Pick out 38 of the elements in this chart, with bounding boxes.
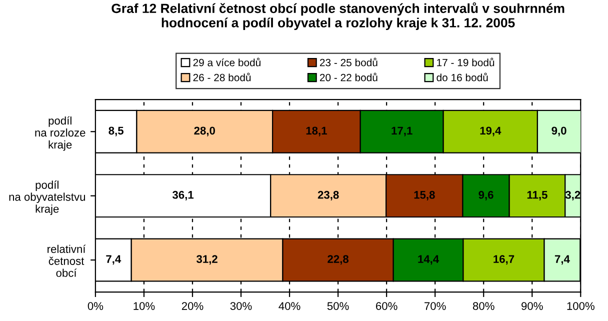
x-tick-label: 60%: [376, 302, 398, 310]
x-tick-label: 10%: [134, 302, 155, 310]
y-tick-label: podíl na rozloze kraje: [35, 116, 86, 151]
data-label: 16,7: [494, 255, 514, 265]
x-tick-label: 50%: [327, 302, 349, 310]
legend-label: 17 - 19 bodů: [437, 58, 494, 66]
data-label: 9,6: [478, 190, 494, 200]
x-tick-label: 90%: [522, 302, 543, 310]
data-label: 36,1: [172, 190, 194, 200]
x-tick-label: 80%: [472, 302, 494, 310]
data-label: 14,4: [418, 255, 440, 265]
data-label: 18,1: [306, 126, 327, 136]
chart-title: Graf 12 Relativní četnost obcí podle stanovených intervalů v souhrnném hodnocení a podíl obyvatel a rozlohy kraje k 31. 12. 2005: [112, 2, 564, 30]
data-label: 31,2: [196, 255, 218, 265]
data-label: 7,4: [554, 255, 570, 265]
x-tick-label: 0%: [88, 302, 104, 310]
data-label: 19,4: [480, 126, 502, 136]
data-label: 17,1: [392, 126, 412, 136]
y-tick-label: relativní četnost obcí: [48, 244, 86, 277]
data-label: 28,0: [194, 126, 215, 136]
x-tick-label: 40%: [278, 302, 300, 310]
x-tick-label: 30%: [230, 302, 252, 310]
legend-label: 20 - 22 bodů: [320, 72, 378, 82]
legend-label: 29 a více bodů: [193, 58, 260, 66]
x-tick-label: 70%: [424, 302, 446, 310]
legend-label: 23 - 25 bodů: [320, 58, 378, 66]
data-label: 11,5: [527, 191, 548, 200]
data-label: 7,4: [106, 255, 122, 265]
legend-label: 26 - 28 bodů: [193, 72, 251, 82]
data-label: 22,8: [328, 255, 349, 265]
y-tick-label: podíl na obyvatelstvu kraje: [9, 180, 85, 215]
data-label: 8,5: [108, 126, 124, 136]
data-label: 15,8: [414, 190, 435, 200]
x-tick-label: 20%: [182, 302, 204, 310]
data-label: 9,0: [552, 126, 566, 136]
legend-label: do 16 bodů: [436, 72, 488, 82]
x-tick-label: 100%: [567, 302, 594, 310]
data-label: 23,8: [318, 190, 339, 200]
